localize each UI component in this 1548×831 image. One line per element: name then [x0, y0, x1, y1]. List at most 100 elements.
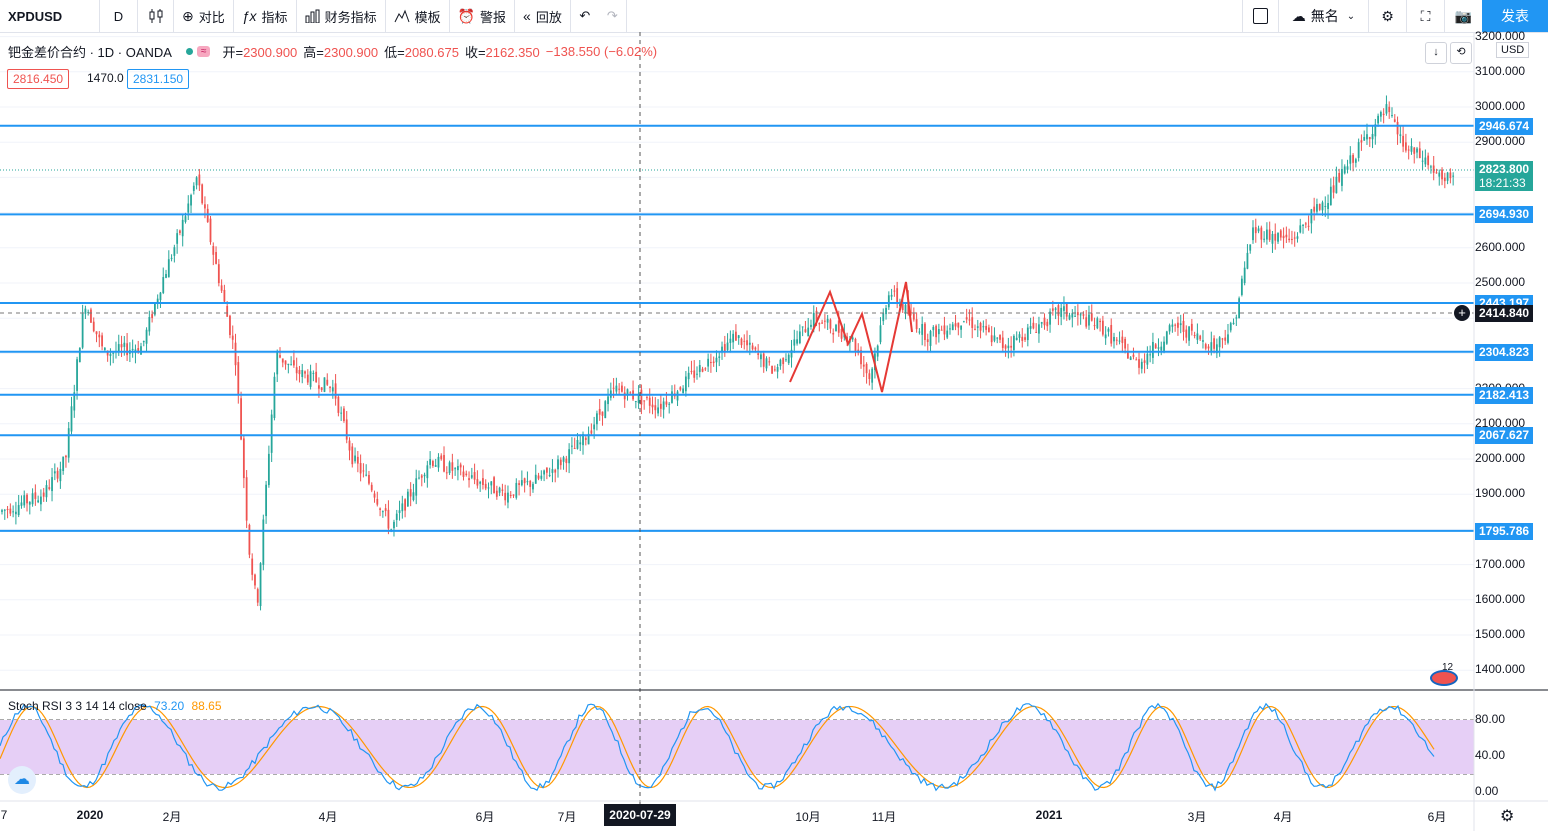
ask-price-box[interactable]: 2831.150 [127, 69, 190, 89]
expand-icon: ⛶ [1420, 7, 1431, 24]
candle-body [551, 469, 554, 473]
candle-body [1254, 227, 1257, 234]
scroll-down-button[interactable]: ↓ [1425, 42, 1447, 64]
financials-button[interactable]: 财务指标 [297, 0, 386, 32]
candle-body [882, 313, 885, 322]
candle-body [1302, 224, 1304, 226]
candle-body [910, 312, 912, 314]
bid-price-box[interactable]: 2816.450 [7, 69, 70, 89]
gear-icon: ⚙ [1500, 808, 1515, 825]
candle-body [6, 509, 9, 511]
candle-body [226, 305, 229, 317]
candle-body [159, 292, 162, 301]
candle-body [276, 351, 279, 375]
candle-body [20, 502, 23, 506]
candle-body [512, 494, 515, 496]
screenshot-button[interactable]: 📷 [1444, 0, 1482, 32]
candle-body [587, 433, 590, 445]
candle-body [176, 233, 179, 244]
wave-icon: ≈ [196, 46, 211, 57]
candle-body [1424, 157, 1427, 165]
candle-body [3, 509, 6, 511]
fullscreen-select-button[interactable] [1242, 0, 1278, 32]
candle-body [607, 396, 609, 405]
candle-body [504, 492, 507, 501]
templates-button[interactable]: 模板 [386, 0, 450, 32]
candle-body [1196, 333, 1199, 340]
candle-body [1074, 315, 1076, 317]
candle-body [90, 309, 92, 323]
redo-button[interactable]: ↷ [599, 0, 627, 32]
candle-body [343, 408, 345, 421]
candle-body [1229, 323, 1232, 331]
candle-body [682, 388, 684, 394]
chart-type-button[interactable] [138, 0, 174, 32]
candle-body [584, 437, 587, 440]
candle-body [451, 462, 454, 471]
compare-button[interactable]: ⊕ 对比 [174, 0, 234, 32]
candle-body [98, 334, 101, 338]
us-flag-icon [1430, 670, 1458, 686]
candle-body [1107, 328, 1110, 332]
candle-body [62, 456, 65, 472]
undo-button[interactable]: ↶ [571, 0, 599, 32]
candle-body [518, 483, 520, 485]
candle-body [1138, 359, 1140, 368]
publish-button[interactable]: 发表 [1482, 0, 1548, 32]
layout-name-button[interactable]: ☁ 無名 ⌄ [1278, 0, 1368, 32]
alerts-label: 警报 [480, 9, 507, 25]
candle-body [103, 347, 106, 351]
candle-body [951, 324, 954, 331]
candle-body [1079, 314, 1082, 316]
candle-body [70, 406, 73, 432]
refresh-button[interactable]: ⟲ [1450, 42, 1472, 64]
candle-body [1076, 312, 1079, 316]
candle-body [949, 328, 951, 330]
symbol-search[interactable]: XPDUSD [0, 0, 100, 32]
level-badge: 2694.930 [1475, 206, 1534, 224]
price-tick-label: 2600.000 [1475, 239, 1526, 254]
axis-settings-button[interactable]: ⚙ [1500, 806, 1514, 826]
currency-label[interactable]: USD [1496, 42, 1530, 58]
price-chart[interactable] [0, 32, 1548, 831]
candle-body [142, 340, 145, 343]
candle-body [748, 342, 751, 345]
replay-button[interactable]: «回放 [515, 0, 571, 32]
fullscreen-button[interactable]: ⛶ [1406, 0, 1444, 32]
candle-body [204, 204, 206, 209]
candle-body [490, 481, 493, 486]
candle-body [710, 362, 712, 364]
candle-body [162, 277, 165, 293]
alerts-button[interactable]: ⏰ 警报 [450, 0, 516, 32]
legend-title: 钯金差价合约 · 1D · OANDA [8, 45, 172, 60]
interval-button[interactable]: D [100, 0, 138, 32]
candle-body [810, 324, 812, 327]
ohlc-change: −138.550 (−6.02%) [545, 44, 658, 59]
candle-body [1385, 104, 1388, 114]
candle-body [565, 458, 568, 464]
candle-body [126, 343, 128, 356]
candle-body [862, 364, 865, 367]
events-flag[interactable]: 12 [1428, 662, 1462, 686]
candle-body [651, 404, 654, 408]
indicators-button[interactable]: ƒx 指标 [234, 0, 297, 32]
candle-body [482, 478, 484, 485]
candle-body [801, 326, 804, 328]
stoch-rsi-legend: Stoch RSI 3 3 14 14 close 73.20 88.65 [8, 699, 222, 713]
tradingview-logo-icon[interactable]: ☁ [8, 766, 36, 794]
candle-body [743, 340, 746, 342]
price-tick-label: 2100.000 [1475, 415, 1526, 430]
level-badge: 2182.413 [1475, 386, 1534, 404]
candle-body [28, 501, 31, 505]
candle-body [896, 288, 899, 303]
stoch-k-value: 73.20 [154, 699, 185, 713]
add-plus-icon[interactable]: + [1454, 305, 1470, 321]
candle-body [379, 508, 381, 510]
candle-body [957, 322, 960, 328]
candle-body [26, 494, 28, 504]
settings-button[interactable]: ⚙ [1368, 0, 1406, 32]
candle-body [1246, 252, 1249, 269]
candle-body [1432, 165, 1435, 173]
candle-body [1215, 344, 1218, 354]
candle-body [815, 310, 818, 323]
